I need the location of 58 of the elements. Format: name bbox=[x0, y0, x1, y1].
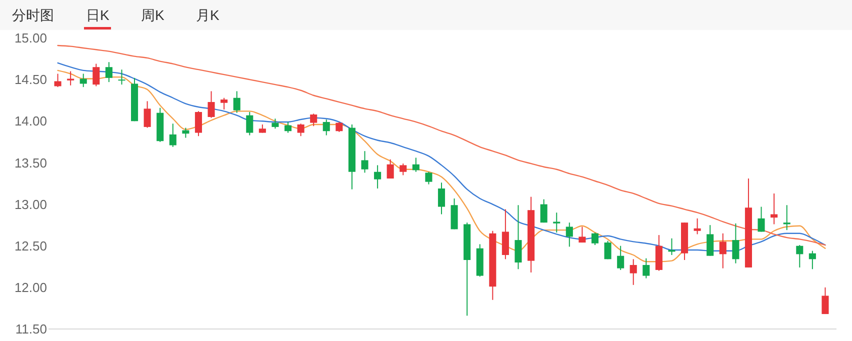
y-tick-label: 15.00 bbox=[14, 30, 47, 46]
text: 分时图 bbox=[12, 7, 54, 23]
candlestick bbox=[194, 110, 202, 137]
candlestick bbox=[617, 245, 624, 270]
candlestick bbox=[796, 244, 804, 268]
candlestick bbox=[80, 73, 87, 88]
candlestick bbox=[604, 240, 612, 260]
candlestick bbox=[630, 258, 637, 286]
candlestick bbox=[591, 232, 599, 246]
candlestick bbox=[105, 62, 112, 83]
candlestick bbox=[694, 218, 701, 235]
y-tick-label: 12.50 bbox=[14, 238, 47, 254]
candlestick bbox=[297, 123, 304, 137]
y-tick-label: 11.50 bbox=[15, 322, 47, 337]
candlestick bbox=[220, 97, 228, 110]
candlestick bbox=[374, 164, 382, 189]
candlestick bbox=[118, 69, 126, 86]
candlestick bbox=[169, 123, 176, 148]
candlestick bbox=[336, 121, 343, 132]
candlestick bbox=[284, 121, 292, 134]
candlestick bbox=[822, 286, 829, 315]
candlestick bbox=[386, 158, 394, 180]
candlestick bbox=[412, 157, 420, 172]
text: 日K bbox=[86, 7, 110, 23]
candlestick bbox=[540, 198, 548, 224]
candlestick bbox=[808, 250, 816, 270]
candlestick bbox=[144, 100, 151, 128]
candlestick bbox=[668, 238, 676, 256]
candlestick bbox=[514, 204, 522, 270]
candlestick bbox=[566, 222, 573, 248]
text: 周K bbox=[141, 7, 165, 23]
y-tick-label: 12.00 bbox=[14, 280, 47, 295]
candlestick bbox=[502, 208, 509, 260]
candlestick bbox=[310, 113, 318, 127]
candlestick bbox=[578, 226, 586, 244]
text: 月K bbox=[196, 7, 220, 23]
y-tick-label: 13.50 bbox=[14, 155, 47, 170]
y-tick-label: 13.00 bbox=[14, 196, 47, 212]
y-tick-label: 14.50 bbox=[14, 72, 47, 88]
candlestick bbox=[425, 171, 432, 185]
y-tick-label: 14.00 bbox=[14, 114, 47, 129]
candlestick bbox=[67, 70, 74, 86]
candlestick bbox=[54, 73, 62, 88]
candlestick bbox=[361, 150, 368, 174]
candlestick bbox=[246, 111, 254, 136]
candlestick bbox=[553, 212, 560, 234]
candlestick bbox=[272, 118, 279, 130]
candlestick bbox=[208, 90, 215, 118]
candlestick bbox=[438, 182, 446, 215]
candlestick bbox=[732, 222, 740, 264]
candlestick bbox=[642, 258, 650, 279]
candlestick bbox=[758, 206, 765, 232]
candlestick bbox=[706, 224, 714, 256]
candlestick bbox=[92, 63, 100, 87]
candlestick bbox=[233, 90, 240, 114]
candlestick bbox=[322, 118, 330, 136]
candlestick bbox=[719, 232, 726, 269]
candlestick bbox=[400, 163, 407, 176]
